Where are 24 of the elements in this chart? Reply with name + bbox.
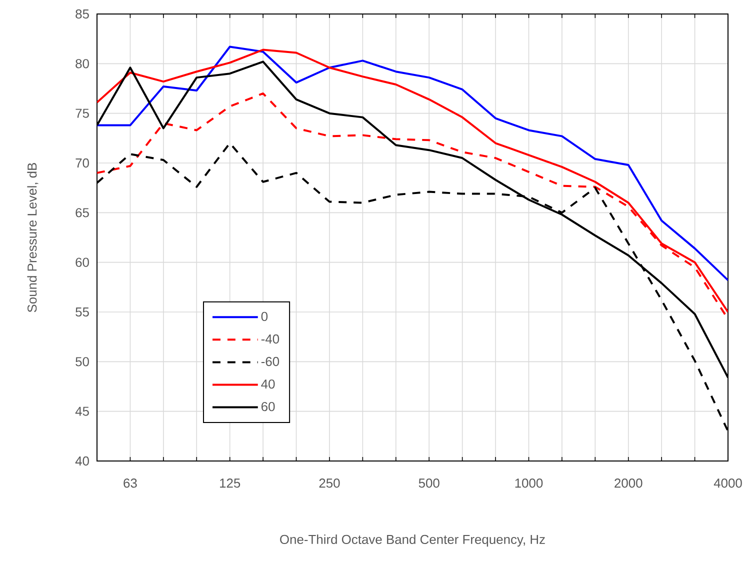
legend-label: -60 [261, 356, 280, 366]
y-tick-label: 80 [76, 59, 89, 68]
y-tick-label: 85 [76, 9, 89, 19]
x-axis-title: One-Third Octave Band Center Frequency, Hz [280, 534, 545, 547]
y-tick-label: 75 [76, 108, 89, 118]
y-tick-label: 55 [76, 307, 89, 317]
x-tick-label: 63 [124, 478, 137, 488]
x-tick-label: 4000 [714, 478, 742, 488]
x-tick-label: 250 [319, 478, 340, 488]
y-tick-label: 40 [75, 456, 89, 466]
x-tick-label: 500 [418, 478, 440, 488]
y-tick-label: 65 [76, 208, 89, 218]
legend-label: 60 [262, 402, 275, 412]
y-axis-title: Sound Pressure Level, dB [27, 162, 38, 312]
x-tick-label: 125 [220, 478, 240, 488]
y-tick-label: 60 [76, 258, 89, 267]
legend-label: -40 [261, 334, 280, 344]
x-tick-label: 2000 [614, 478, 642, 488]
y-tick-label: 70 [76, 158, 89, 168]
legend-label: 40 [261, 379, 275, 389]
y-tick-label: 45 [75, 406, 89, 416]
y-tick-label: 50 [76, 357, 89, 366]
legend-label: 0 [261, 312, 268, 322]
x-tick-label: 1000 [515, 478, 543, 488]
